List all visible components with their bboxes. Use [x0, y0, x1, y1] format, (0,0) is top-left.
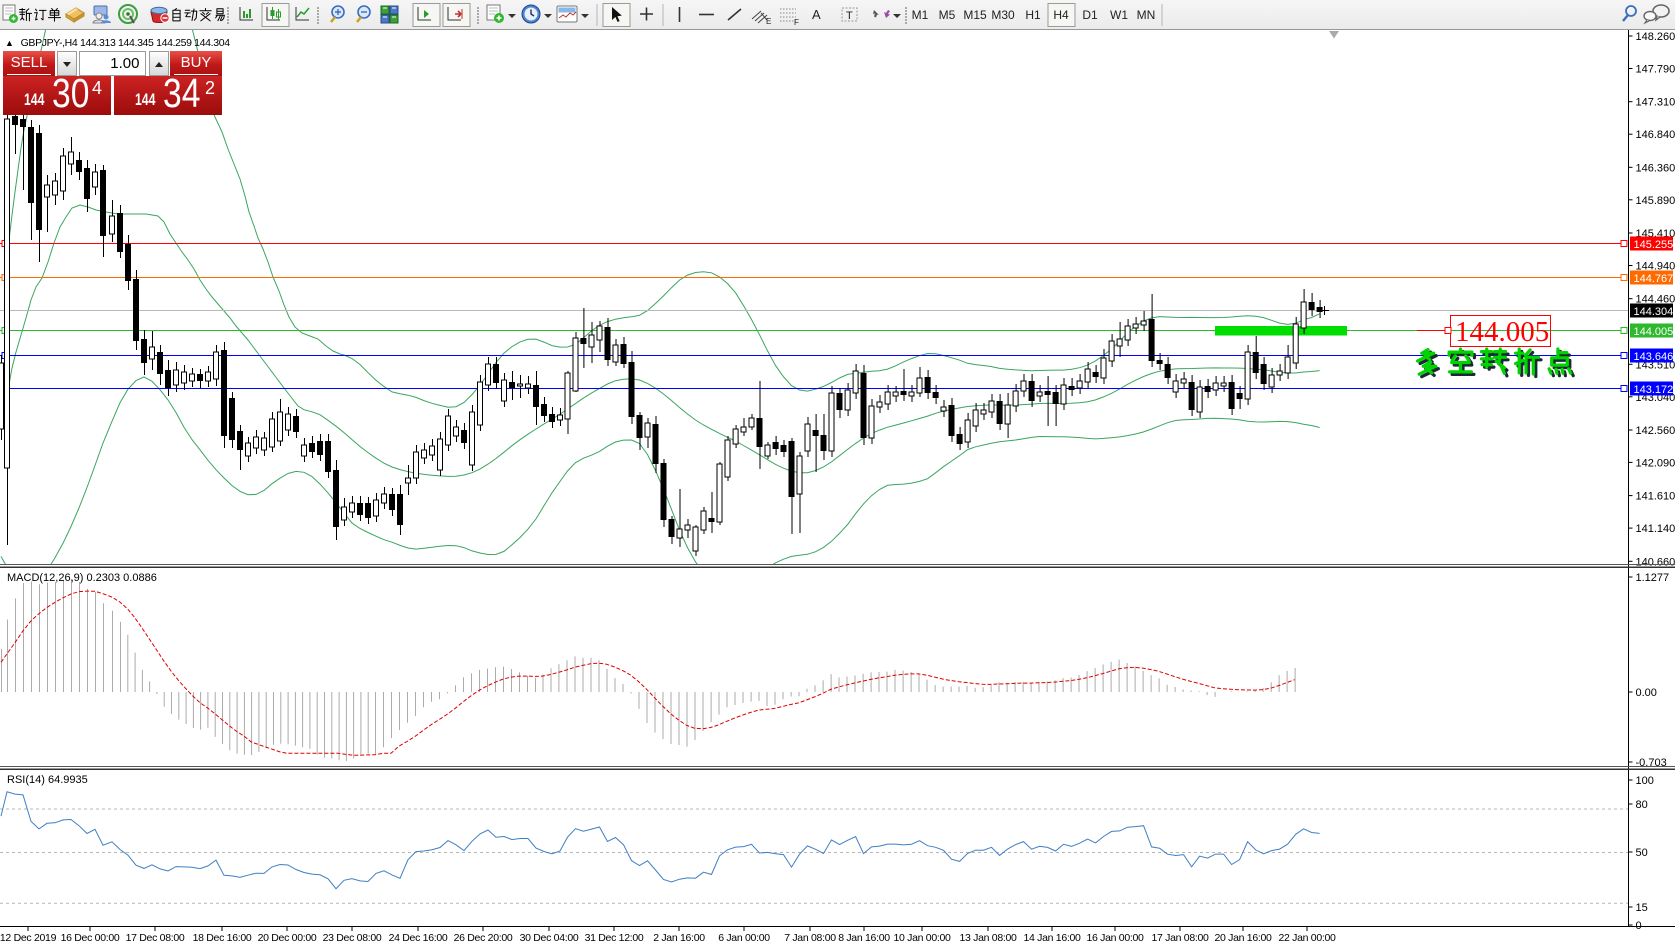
svg-text:80: 80	[1636, 799, 1648, 811]
svg-text:T: T	[846, 10, 853, 22]
svg-text:1.1277: 1.1277	[1636, 572, 1670, 584]
svg-text:14 Jan 16:00: 14 Jan 16:00	[1023, 932, 1081, 944]
svg-text:31 Dec 12:00: 31 Dec 12:00	[585, 932, 644, 944]
svg-text:D1: D1	[1082, 8, 1098, 22]
svg-text:148.260: 148.260	[1636, 31, 1675, 43]
svg-text:24 Dec 16:00: 24 Dec 16:00	[389, 932, 448, 944]
svg-text:-0.703: -0.703	[1636, 757, 1667, 769]
svg-text:50: 50	[1636, 847, 1648, 859]
svg-text:16 Dec 00:00: 16 Dec 00:00	[61, 932, 120, 944]
svg-text:6 Jan 00:00: 6 Jan 00:00	[718, 932, 770, 944]
svg-text:30 Dec 04:00: 30 Dec 04:00	[520, 932, 579, 944]
svg-text:144.767: 144.767	[1634, 273, 1674, 285]
svg-text:146.360: 146.360	[1636, 162, 1675, 174]
svg-text:141.610: 141.610	[1636, 491, 1675, 503]
svg-text:143.172: 143.172	[1634, 384, 1674, 396]
svg-text:RSI(14) 64.9935: RSI(14) 64.9935	[7, 774, 88, 786]
svg-text:H4: H4	[1053, 8, 1069, 22]
svg-text:2 Jan 16:00: 2 Jan 16:00	[653, 932, 705, 944]
svg-text:12 Dec 2019: 12 Dec 2019	[0, 932, 57, 944]
svg-text:23 Dec 08:00: 23 Dec 08:00	[323, 932, 382, 944]
svg-text:10 Jan 00:00: 10 Jan 00:00	[893, 932, 951, 944]
svg-text:MACD(12,26,9) 0.2303 0.0886: MACD(12,26,9) 0.2303 0.0886	[7, 572, 157, 584]
svg-text:M30: M30	[991, 8, 1015, 22]
svg-text:144.005: 144.005	[1455, 316, 1549, 348]
svg-text:144.460: 144.460	[1636, 294, 1675, 306]
svg-text:22 Jan 00:00: 22 Jan 00:00	[1278, 932, 1336, 944]
svg-text:F: F	[794, 18, 799, 27]
svg-text:16 Jan 00:00: 16 Jan 00:00	[1086, 932, 1144, 944]
svg-text:18 Dec 16:00: 18 Dec 16:00	[193, 932, 252, 944]
svg-text:E: E	[766, 17, 771, 26]
svg-text:142.090: 142.090	[1636, 457, 1675, 469]
svg-text:146.840: 146.840	[1636, 129, 1675, 141]
svg-text:MN: MN	[1137, 8, 1156, 22]
svg-text:147.310: 147.310	[1636, 97, 1675, 109]
svg-text:A: A	[812, 7, 821, 22]
svg-text:M5: M5	[939, 8, 956, 22]
svg-text:17 Dec 08:00: 17 Dec 08:00	[126, 932, 185, 944]
svg-text:147.790: 147.790	[1636, 64, 1675, 76]
svg-text:15: 15	[1636, 902, 1648, 914]
svg-text:M1: M1	[912, 8, 929, 22]
svg-text:26 Dec 20:00: 26 Dec 20:00	[454, 932, 513, 944]
svg-text:144.005: 144.005	[1634, 326, 1674, 338]
svg-text:144.304: 144.304	[1634, 306, 1674, 318]
svg-text:145.255: 145.255	[1634, 239, 1674, 251]
svg-text:20 Jan 16:00: 20 Jan 16:00	[1214, 932, 1272, 944]
svg-text:140.660: 140.660	[1636, 556, 1675, 568]
svg-text:17 Jan 08:00: 17 Jan 08:00	[1151, 932, 1209, 944]
svg-text:M15: M15	[963, 8, 987, 22]
svg-text:143.646: 143.646	[1634, 351, 1674, 363]
svg-text:8 Jan 16:00: 8 Jan 16:00	[838, 932, 890, 944]
svg-text:7 Jan 08:00: 7 Jan 08:00	[784, 932, 836, 944]
svg-text:H1: H1	[1025, 8, 1041, 22]
svg-text:W1: W1	[1110, 8, 1128, 22]
svg-text:141.140: 141.140	[1636, 523, 1675, 535]
svg-text:13 Jan 08:00: 13 Jan 08:00	[959, 932, 1017, 944]
svg-text:144.940: 144.940	[1636, 261, 1675, 273]
svg-text:0.00: 0.00	[1636, 687, 1657, 699]
svg-text:20 Dec 00:00: 20 Dec 00:00	[258, 932, 317, 944]
svg-text:145.890: 145.890	[1636, 195, 1675, 207]
svg-text:100: 100	[1636, 775, 1654, 787]
svg-text:142.560: 142.560	[1636, 425, 1675, 437]
